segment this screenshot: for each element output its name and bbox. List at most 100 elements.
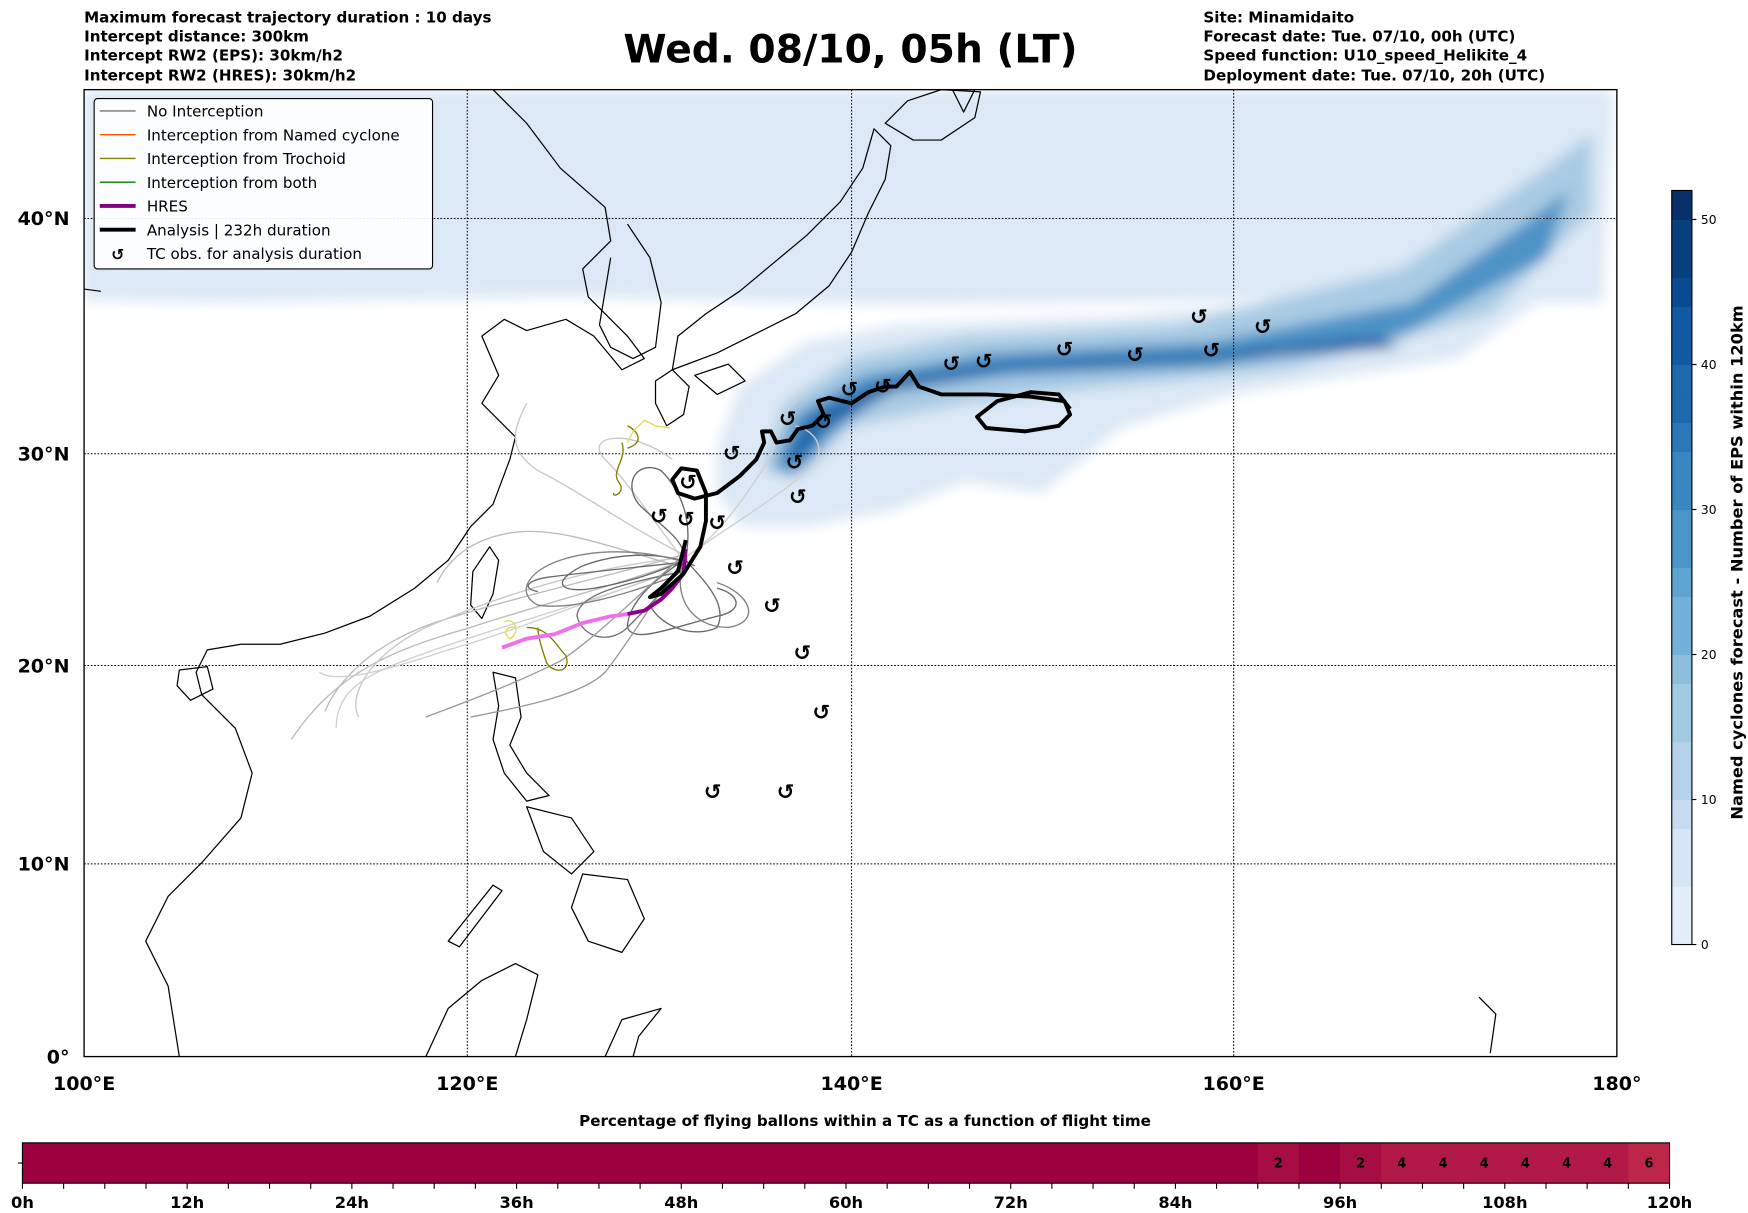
lat-label-40n: 40°N xyxy=(18,208,70,230)
colorbar-cell xyxy=(1671,422,1692,453)
legend-label: HRES xyxy=(147,198,188,216)
time-bar-cells: 2 2 4 4 4 4 4 4 6 xyxy=(22,1142,1670,1184)
tc-symbol-icon: ↺ xyxy=(111,245,124,264)
tc-observation-icon: ↺ xyxy=(815,410,833,435)
eps-trajectory xyxy=(526,626,568,671)
colorbar-label: Named cyclones forecast - Number of EPS … xyxy=(1727,305,1746,819)
tc-observation-icon: ↺ xyxy=(942,352,960,377)
colorbar-ticks: 0 10 20 30 40 50 xyxy=(1691,213,1717,952)
legend-label: No Interception xyxy=(147,103,264,121)
colorbar-cell xyxy=(1671,219,1692,250)
colorbar-cell xyxy=(1671,596,1692,627)
coast-asia-mainland xyxy=(84,89,645,1057)
time-bar-cell xyxy=(1257,1142,1300,1184)
time-bar-ticks: 0h 12h 24h 36h 48h 60h 72h 84h 96h 108h 120h xyxy=(11,1183,1692,1212)
colorbar-cell xyxy=(1671,654,1692,685)
time-bar-cell-label: 4 xyxy=(1397,1157,1406,1172)
eps-trajectory xyxy=(626,559,737,636)
figure-title: Wed. 08/10, 05h (LT) xyxy=(623,28,1077,73)
tc-observation-icon: ↺ xyxy=(1202,338,1220,363)
time-bar-cell-label: 6 xyxy=(1644,1157,1653,1172)
cyclone-density-field xyxy=(84,89,1614,527)
time-bar-cell-label: 2 xyxy=(1274,1157,1283,1172)
colorbar-tick-label: 30 xyxy=(1701,503,1717,517)
time-bar-tick-label: 24h xyxy=(335,1193,369,1212)
lat-axis-labels: 40°N 30°N 20°N 10°N 0° xyxy=(18,208,70,1068)
tc-observation-icon: ↺ xyxy=(763,594,781,619)
tc-observation-icon: ↺ xyxy=(708,511,726,536)
time-bar-tick-label: 96h xyxy=(1323,1193,1357,1212)
colorbar-cell xyxy=(1671,915,1692,946)
eps-trajectory xyxy=(626,419,671,443)
colorbar-cell xyxy=(1671,886,1692,917)
colorbar-cell xyxy=(1671,480,1692,511)
colorbar: 0 10 20 30 40 50 Named cyclones forecast - Nu… xyxy=(1671,189,1746,952)
colorbar-frame xyxy=(1671,189,1693,946)
tc-observation-icon: ↺ xyxy=(1056,337,1074,362)
eps-trajectory xyxy=(612,425,639,496)
eps-trajectory xyxy=(290,559,684,740)
legend-box xyxy=(93,98,434,270)
tc-observation-icon: ↺ xyxy=(679,471,697,496)
colorbar-cell xyxy=(1671,770,1692,801)
tc-observation-icon: ↺ xyxy=(723,442,741,467)
eps-trajectory xyxy=(355,557,678,718)
coast-mindanao xyxy=(570,873,645,953)
tc-observation-icon: ↺ xyxy=(677,508,695,533)
tc-observation-icon: ↺ xyxy=(1190,305,1208,330)
eps-trajectory xyxy=(525,551,679,607)
header-left-line: Maximum forecast trajectory duration : 1… xyxy=(84,8,491,26)
coast-hainan xyxy=(176,666,214,701)
colorbar-cell xyxy=(1671,799,1692,830)
tc-observation-icon: ↺ xyxy=(650,504,668,529)
time-bar-title: Percentage of flying ballons within a TC… xyxy=(579,1112,1151,1130)
header-right-line: Deployment date: Tue. 07/10, 20h (UTC) xyxy=(1203,67,1545,85)
colorbar-tick-label: 20 xyxy=(1701,648,1717,662)
colorbar-tick-label: 40 xyxy=(1701,358,1717,372)
header-left-line: Intercept RW2 (EPS): 30km/h2 xyxy=(84,47,343,65)
tc-observation-icon: ↺ xyxy=(1254,315,1272,340)
legend-label: Analysis | 232h duration xyxy=(147,221,331,239)
colorbar-cell xyxy=(1671,509,1692,540)
coast-japan-shikoku xyxy=(694,363,746,396)
time-bar-cell-label: 4 xyxy=(1439,1157,1448,1172)
hres-trajectory-early xyxy=(501,612,628,650)
tc-observation-icon: ↺ xyxy=(812,700,830,725)
lon-label-180: 180° xyxy=(1592,1073,1641,1095)
colorbar-cell xyxy=(1671,393,1692,424)
legend-label: TC obs. for analysis duration xyxy=(146,245,362,263)
eps-trajectory xyxy=(631,466,689,567)
colorbar-cell xyxy=(1671,190,1692,221)
eps-trajectory xyxy=(470,559,685,718)
coast-luzon xyxy=(492,671,550,802)
colorbar-cell xyxy=(1671,741,1692,772)
lon-label-140e: 140°E xyxy=(820,1073,882,1095)
header-right-line: Speed function: U10_speed_Helikite_4 xyxy=(1203,47,1527,65)
colorbar-cell xyxy=(1671,277,1692,308)
header-right-line: Site: Minamidaito xyxy=(1203,8,1354,26)
eps-trajectories xyxy=(290,391,820,740)
header-right: Site: Minamidaito Forecast date: Tue. 07… xyxy=(1203,8,1545,84)
time-bar-tick-label: 48h xyxy=(664,1193,698,1212)
tc-observation-icon: ↺ xyxy=(704,780,722,805)
tc-observation-icon: ↺ xyxy=(789,485,807,510)
tc-observation-icon: ↺ xyxy=(975,350,993,375)
time-bar-cell xyxy=(1587,1142,1629,1184)
time-bar-tick-label: 60h xyxy=(829,1193,863,1212)
lat-label-20n: 20°N xyxy=(18,655,70,677)
tc-observations: ↺ ↺ ↺ ↺ ↺ ↺ ↺ ↺ ↺ ↺ ↺ ↺ ↺ ↺ ↺ ↺ ↺ ↺ ↺ ↺ ↺ ↺ ↺ ↺ xyxy=(650,305,1272,805)
tc-observation-icon: ↺ xyxy=(1126,343,1144,368)
time-bar-tick-label: 12h xyxy=(170,1193,204,1212)
lon-label-160e: 160°E xyxy=(1203,1073,1265,1095)
tc-observation-icon: ↺ xyxy=(779,407,797,432)
header-left: Maximum forecast trajectory duration : 1… xyxy=(84,8,491,84)
time-bar-cell-label: 4 xyxy=(1480,1157,1489,1172)
tc-observation-icon: ↺ xyxy=(840,378,858,403)
colorbar-cell xyxy=(1671,248,1692,279)
time-bar: Percentage of flying ballons within a TC… xyxy=(11,1112,1692,1212)
coast-japan-honshu xyxy=(671,128,892,371)
time-bar-tick-label: 72h xyxy=(994,1193,1028,1212)
time-bar-cell xyxy=(1422,1142,1464,1184)
colorbar-cell xyxy=(1671,306,1692,337)
time-bar-tick-label: 120h xyxy=(1647,1193,1692,1212)
